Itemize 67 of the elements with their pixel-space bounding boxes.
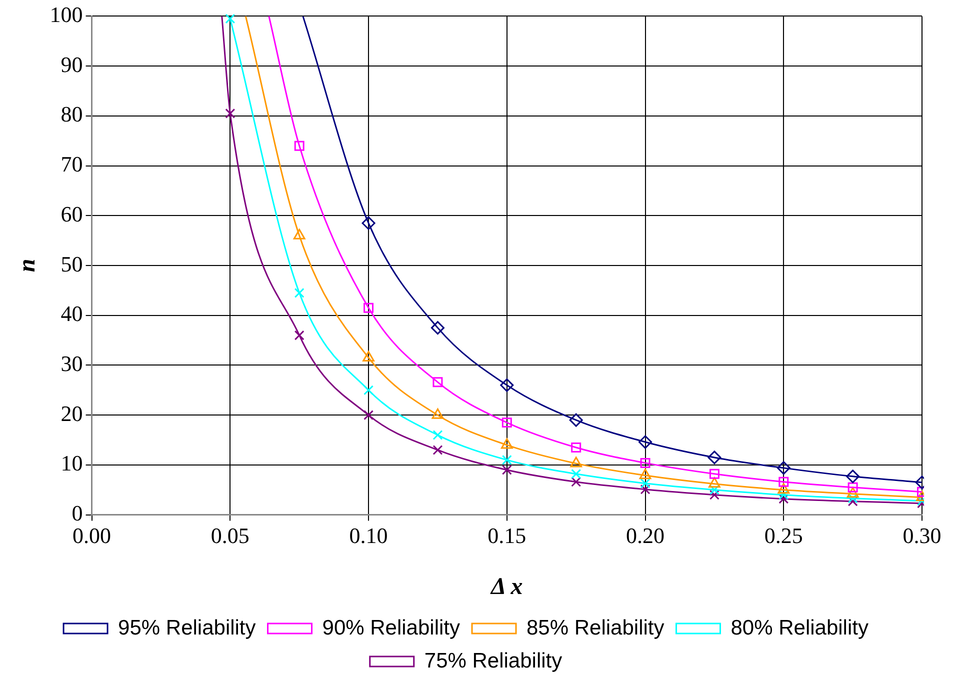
point xyxy=(502,454,512,465)
legend-label: 90% Reliability xyxy=(322,616,460,640)
point xyxy=(639,468,652,480)
point xyxy=(709,468,720,479)
y-tick-label: 50 xyxy=(60,251,83,276)
point xyxy=(570,456,582,468)
point xyxy=(569,413,583,427)
point xyxy=(776,461,790,475)
point xyxy=(225,108,236,118)
point xyxy=(778,494,789,504)
y-tick-label: 90 xyxy=(60,52,83,77)
point xyxy=(638,435,652,449)
point xyxy=(364,302,374,313)
point xyxy=(225,14,236,24)
point xyxy=(848,493,858,504)
point xyxy=(432,408,444,419)
legend-label: 85% Reliability xyxy=(526,616,665,640)
y-axis-title: n xyxy=(14,258,41,272)
point xyxy=(502,418,512,428)
point xyxy=(640,458,650,468)
point xyxy=(430,321,444,335)
y-tick-label: 30 xyxy=(60,351,83,376)
point xyxy=(778,490,789,500)
point xyxy=(640,484,650,494)
y-tick-label: 70 xyxy=(60,152,83,177)
point xyxy=(709,484,720,495)
x-tick-label: 0.15 xyxy=(488,522,526,548)
point xyxy=(294,330,304,340)
legend-label: 80% Reliability xyxy=(730,616,869,640)
x-tick-label: 0.10 xyxy=(349,522,388,548)
point xyxy=(362,216,376,230)
point xyxy=(846,487,859,498)
point xyxy=(294,288,304,298)
point xyxy=(364,385,374,396)
point xyxy=(432,444,443,455)
y-tick-label: 60 xyxy=(60,201,83,226)
x-tick-label: 0.20 xyxy=(626,522,665,548)
x-tick-label: 0.25 xyxy=(764,522,803,548)
x-tick-label: 0.30 xyxy=(902,522,942,548)
y-tick-label: 10 xyxy=(60,450,83,476)
x-tick-label: 0.05 xyxy=(210,522,250,548)
x-axis-title: Δ x xyxy=(490,574,523,600)
point xyxy=(708,477,720,488)
point xyxy=(709,490,720,500)
point xyxy=(432,430,443,440)
point xyxy=(571,442,582,452)
legend-label: 95% Reliability xyxy=(118,616,256,640)
point xyxy=(500,438,513,449)
y-tick-label: 100 xyxy=(50,2,83,27)
point xyxy=(848,482,858,492)
point xyxy=(778,476,789,487)
point xyxy=(778,483,790,494)
point xyxy=(500,378,514,392)
point xyxy=(846,470,860,484)
point xyxy=(432,377,443,388)
point xyxy=(571,468,582,479)
point xyxy=(294,140,304,151)
legend-label: 75% Reliability xyxy=(424,649,563,672)
point xyxy=(364,410,374,420)
y-tick-label: 20 xyxy=(60,400,83,426)
y-tick-label: 80 xyxy=(60,102,83,127)
y-tick-label: 40 xyxy=(60,301,83,326)
point xyxy=(571,476,582,487)
point xyxy=(708,450,722,464)
point xyxy=(640,478,650,488)
point xyxy=(848,496,858,506)
point xyxy=(502,464,512,475)
